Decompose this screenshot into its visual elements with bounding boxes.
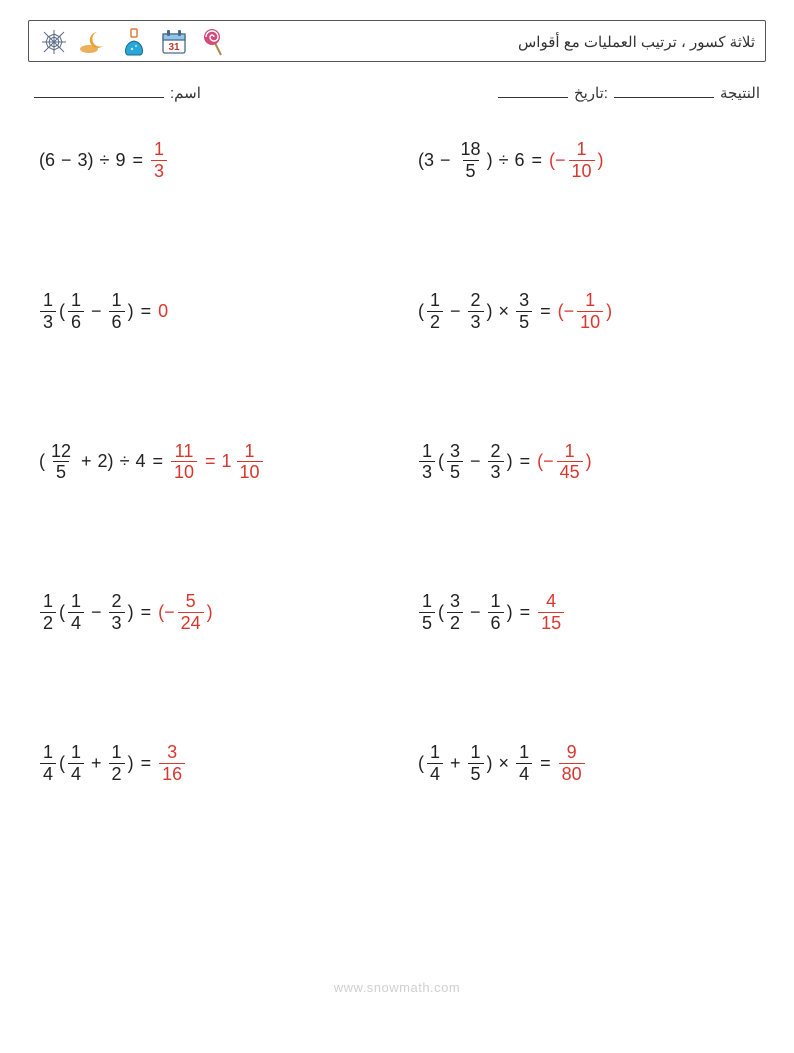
problem-expression: 14(14+12)	[38, 743, 135, 784]
lollipop-icon	[199, 27, 229, 57]
problem-expression: 15(32−16)	[417, 592, 514, 633]
worksheet-page: 31 ثلاثة كسور ، ترتيب العمليات مع أقواس …	[0, 0, 794, 1053]
name-field: اسم:	[34, 84, 201, 102]
problems-grid: (6−3)÷9=13(3−185)÷6=(−110)13(16−16)=0(12…	[28, 140, 766, 784]
problem-answer: 1110=1110	[169, 442, 265, 483]
equals-sign: =	[141, 602, 152, 623]
footer-watermark: www.snowmath.com	[0, 980, 794, 995]
date-blank[interactable]	[498, 84, 568, 98]
problem-answer: (−110)	[557, 291, 614, 332]
equals-sign: =	[540, 753, 551, 774]
problem-expression: 13(35−23)	[417, 442, 514, 483]
problem-answer: 316	[157, 743, 187, 784]
problem-cell: 13(16−16) =0	[38, 291, 377, 332]
problem-cell: 13(35−23) =(−145)	[417, 442, 756, 483]
problem-cell: (6−3)÷9 = 13	[38, 140, 377, 181]
svg-text:31: 31	[168, 42, 180, 53]
header-icons: 31	[39, 27, 229, 57]
date-label: :تاريخ	[574, 84, 608, 102]
moon-cloud-icon	[79, 27, 109, 57]
equals-sign: =	[520, 451, 531, 472]
score-date-field: النتيجة :تاريخ	[498, 84, 760, 102]
name-label: اسم:	[170, 84, 201, 102]
problem-expression: (3−185)÷6	[417, 140, 525, 181]
equals-sign: =	[141, 753, 152, 774]
equals-sign: =	[132, 150, 143, 171]
problem-cell: 15(32−16) =415	[417, 592, 756, 633]
name-blank[interactable]	[34, 84, 164, 98]
score-label: النتيجة	[720, 84, 760, 102]
problem-answer: (−110)	[548, 140, 605, 181]
problem-expression: 13(16−16)	[38, 291, 135, 332]
problem-answer: 415	[536, 592, 566, 633]
problem-answer: (−145)	[536, 442, 593, 483]
problem-answer: (−524)	[157, 592, 214, 633]
problem-answer: 980	[557, 743, 587, 784]
problem-cell: 12(14−23) =(−524)	[38, 592, 377, 633]
problem-cell: 14(14+12) =316	[38, 743, 377, 784]
problem-expression: (125+2)÷4	[38, 442, 146, 483]
problem-answer: 0	[157, 301, 169, 322]
problem-cell: (125+2)÷4 = 1110=1110	[38, 442, 377, 483]
meta-row: اسم: النتيجة :تاريخ	[34, 84, 760, 102]
problem-cell: (14+15)×14 = 980	[417, 743, 756, 784]
header-box: 31 ثلاثة كسور ، ترتيب العمليات مع أقواس	[28, 20, 766, 62]
equals-sign: =	[152, 451, 163, 472]
problem-expression: (14+15)×14	[417, 743, 534, 784]
calendar-icon: 31	[159, 27, 189, 57]
flask-icon	[119, 27, 149, 57]
problem-cell: (12−23)×35 = (−110)	[417, 291, 756, 332]
equals-sign: =	[141, 301, 152, 322]
worksheet-title: ثلاثة كسور ، ترتيب العمليات مع أقواس	[518, 33, 755, 51]
spiderweb-icon	[39, 27, 69, 57]
equals-sign: =	[531, 150, 542, 171]
problem-expression: (6−3)÷9	[38, 150, 126, 171]
equals-sign: =	[520, 602, 531, 623]
problem-expression: 12(14−23)	[38, 592, 135, 633]
equals-sign: =	[540, 301, 551, 322]
score-blank[interactable]	[614, 84, 714, 98]
problem-answer: 13	[149, 140, 169, 181]
problem-expression: (12−23)×35	[417, 291, 534, 332]
problem-cell: (3−185)÷6 = (−110)	[417, 140, 756, 181]
